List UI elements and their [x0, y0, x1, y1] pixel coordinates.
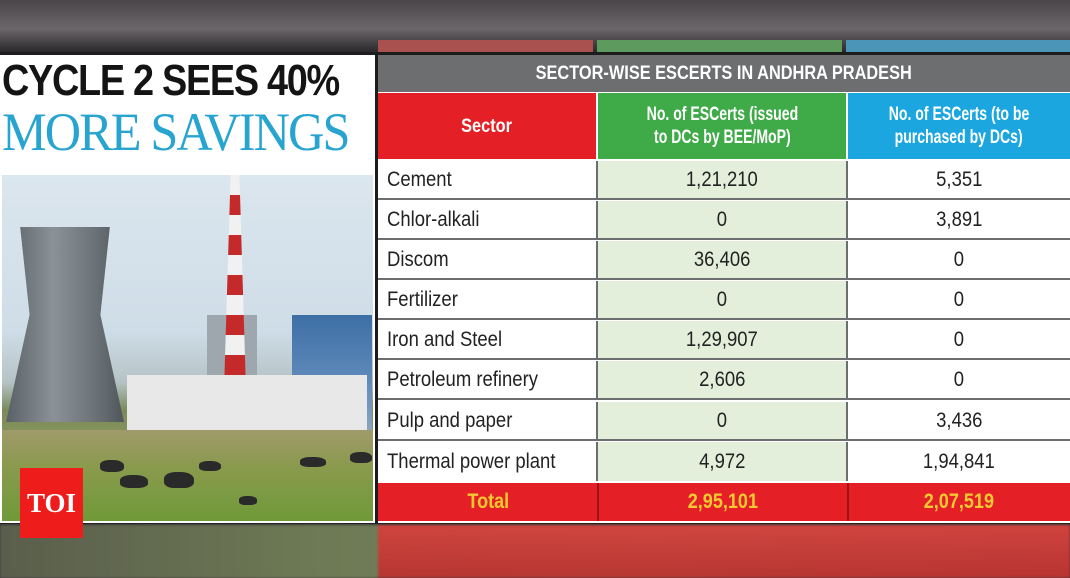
to-purchase-value: 0: [953, 247, 965, 271]
headline-line2: MORE SAVINGS: [2, 102, 350, 162]
issued-value: 36,406: [693, 247, 751, 271]
issued-value: 0: [716, 408, 728, 432]
left-panel: CYCLE 2 SEES 40% MORE SAVINGS: [0, 55, 375, 523]
total-row: Total 2,95,101 2,07,519: [378, 483, 1070, 521]
sector-name: Iron and Steel: [387, 327, 503, 351]
sector-name: Petroleum refinery: [387, 367, 538, 391]
to-purchase-value: 0: [953, 327, 965, 351]
header-issued: No. of ESCerts (issued to DCs by BEE/MoP): [598, 93, 846, 159]
plant-building: [127, 375, 367, 430]
issued-value: 2,606: [698, 367, 746, 391]
table-row: Discom 36,406 0: [378, 241, 1070, 280]
issued-value: 1,29,907: [686, 327, 758, 351]
to-purchase-value: 3,436: [935, 408, 983, 432]
issued-value: 4,972: [698, 449, 746, 473]
blurred-background-bottom: [0, 525, 1070, 578]
to-purchase-value: 5,351: [935, 167, 983, 191]
total-to-purchase: 2,07,519: [923, 490, 995, 513]
header-sector: Sector: [378, 93, 596, 159]
cooling-tower: [6, 227, 124, 422]
sector-name: Cement: [387, 167, 452, 191]
table-row: Cement 1,21,210 5,351: [378, 161, 1070, 200]
sector-name: Pulp and paper: [387, 408, 513, 432]
to-purchase-value: 3,891: [935, 207, 983, 231]
power-plant-photo: [2, 175, 373, 521]
escerts-table: SECTOR-WISE ESCERTS IN ANDHRA PRADESH Se…: [378, 55, 1070, 523]
chimney: [224, 175, 246, 390]
table-row: Chlor-alkali 0 3,891: [378, 201, 1070, 240]
table-row: Iron and Steel 1,29,907 0: [378, 321, 1070, 360]
table-row: Fertilizer 0 0: [378, 281, 1070, 320]
table-row: Petroleum refinery 2,606 0: [378, 361, 1070, 400]
total-label: Total: [467, 490, 509, 513]
table-row: Thermal power plant 4,972 1,94,841: [378, 442, 1070, 481]
issued-value: 1,21,210: [686, 167, 758, 191]
to-purchase-value: 1,94,841: [923, 449, 995, 473]
toi-logo: TOI: [20, 468, 83, 538]
sector-name: Thermal power plant: [387, 449, 556, 473]
sector-name: Chlor-alkali: [387, 207, 480, 231]
headline-line1: CYCLE 2 SEES 40%: [2, 56, 340, 105]
sector-name: Discom: [387, 247, 449, 271]
issued-value: 0: [716, 287, 728, 311]
table-title: SECTOR-WISE ESCERTS IN ANDHRA PRADESH: [378, 55, 1070, 92]
sector-name: Fertilizer: [387, 287, 458, 311]
table-row: Pulp and paper 0 3,436: [378, 402, 1070, 441]
to-purchase-value: 0: [953, 367, 965, 391]
issued-value: 0: [716, 207, 728, 231]
total-issued: 2,95,101: [687, 490, 759, 513]
to-purchase-value: 0: [953, 287, 965, 311]
blurred-background-top: [0, 0, 1070, 52]
header-to-purchase: No. of ESCerts (to be purchased by DCs): [848, 93, 1070, 159]
